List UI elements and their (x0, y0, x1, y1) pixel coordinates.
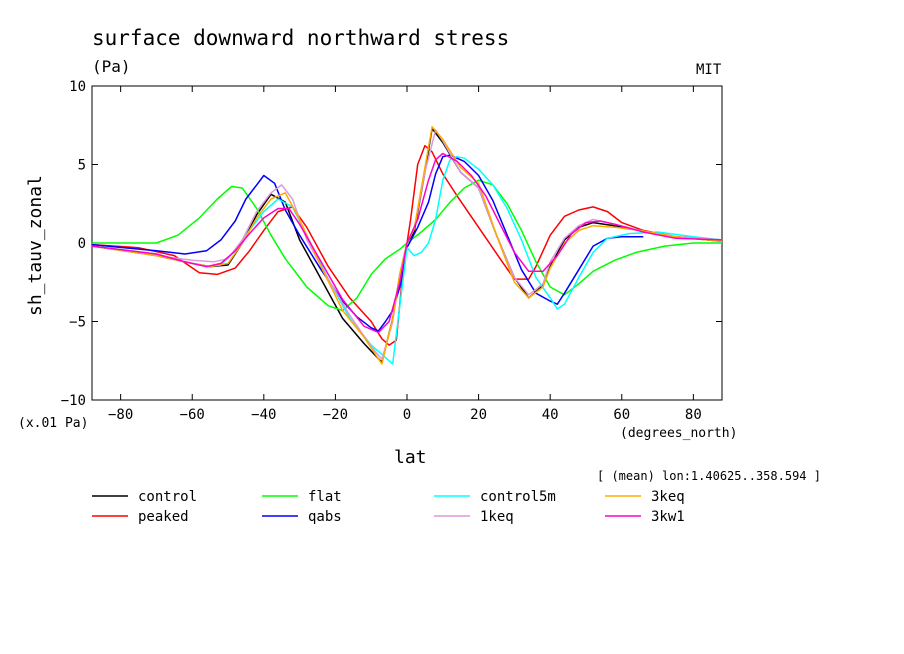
y-tick-label: −10 (61, 393, 86, 409)
legend-label-control: control (138, 489, 197, 505)
x-tick-label: 80 (685, 407, 702, 423)
series-line-peaked (92, 144, 722, 346)
x-axis-label: lat (394, 447, 427, 468)
y-tick-label: 0 (78, 236, 86, 252)
x-units-label: (degrees_north) (620, 426, 738, 441)
x-tick-label: 60 (613, 407, 630, 423)
x-tick-label: −60 (180, 407, 205, 423)
source-label: MIT (696, 62, 722, 78)
x-tick-label: 0 (403, 407, 411, 423)
legend-label-qabs: qabs (308, 509, 342, 525)
y-tick-label: −5 (69, 315, 86, 331)
y-tick-label: 10 (69, 79, 86, 95)
x-tick-label: −40 (251, 407, 276, 423)
units-label: (Pa) (92, 57, 131, 76)
chart-title: surface downward northward stress (92, 26, 510, 50)
x-tick-label: −20 (323, 407, 348, 423)
scale-note: (x.01 Pa) (18, 416, 89, 431)
legend-label-3keq: 3keq (651, 489, 685, 505)
series-line-qabs (92, 154, 644, 332)
y-tick-label: 5 (78, 158, 86, 174)
legend-label-3kw1: 3kw1 (651, 509, 685, 525)
x-tick-label: −80 (108, 407, 133, 423)
x-tick-label: 40 (542, 407, 559, 423)
series-line-3kw1 (92, 152, 722, 334)
x-tick-label: 20 (470, 407, 487, 423)
legend-label-control5m: control5m (480, 489, 556, 505)
legend-label-1keq: 1keq (480, 509, 514, 525)
legend-label-flat: flat (308, 489, 342, 505)
legend-label-peaked: peaked (138, 509, 189, 525)
subset-note: [ (mean) lon:1.40625..358.594 ] (597, 469, 821, 483)
series-line-control (92, 127, 722, 364)
series-line-control5m (92, 155, 722, 365)
